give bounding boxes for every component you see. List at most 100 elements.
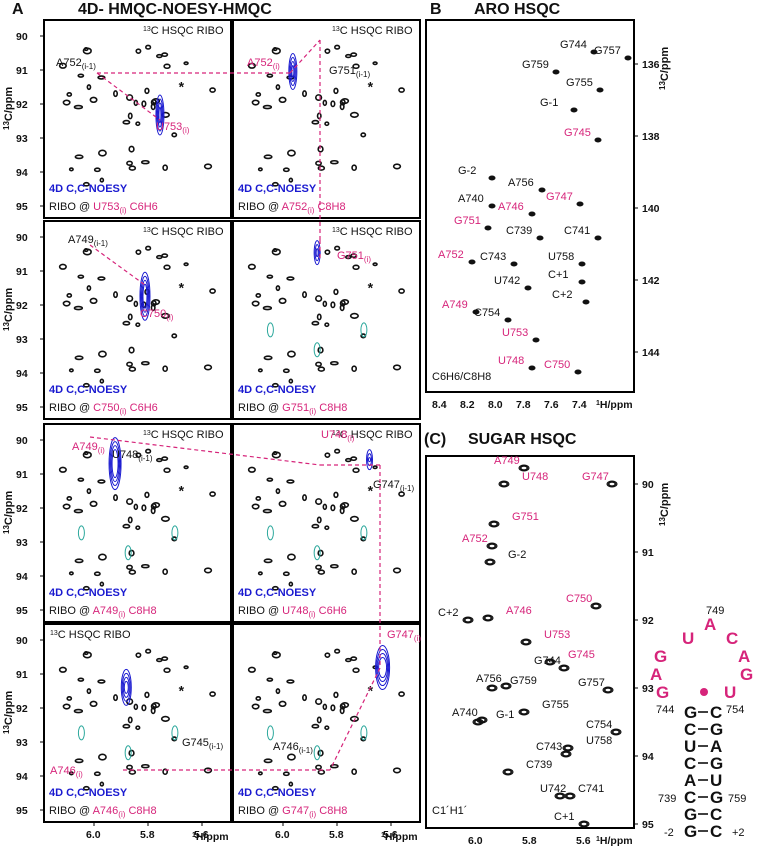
aro-peak-label: A756 <box>508 177 534 189</box>
aro-footer: C6H6/C8H8 <box>432 371 491 383</box>
hsqc-peak <box>93 167 101 173</box>
hsqc-peak <box>161 52 169 58</box>
aro-peak-label: G-2 <box>458 165 476 177</box>
hsqc-peak <box>286 149 296 157</box>
loop-base: A <box>704 615 716 634</box>
noise-peak <box>360 725 368 741</box>
aro-x-tick: 7.8 <box>516 399 531 411</box>
sugar-peak <box>592 603 600 609</box>
sugar-peak <box>464 617 472 623</box>
panel-frame <box>232 423 421 623</box>
hsqc-peak <box>257 368 263 373</box>
hsqc-peak <box>82 181 90 187</box>
sugar-peak-label: A740 <box>452 707 478 719</box>
hsqc-peak <box>272 47 278 52</box>
noesy-panel-7: * 13C HSQC RIBO A746(i) G745(i-1) 4D C,C-NOE… <box>43 623 232 823</box>
hsqc-peak <box>315 564 322 570</box>
h1-axis-label: 1H/ppm <box>381 831 418 843</box>
stem-left-base: U <box>684 737 696 756</box>
noesy-panel-5: * 13C HSQC RIBO A749(i) U748(i-1) 4D C,C-NOE… <box>43 423 232 623</box>
hsqc-peak <box>125 94 134 101</box>
aro-peak <box>484 225 492 231</box>
loop-base: A <box>738 647 750 666</box>
hsqc-peak <box>135 525 141 531</box>
hsqc-peak <box>162 164 169 172</box>
hsqc-peak <box>156 457 163 463</box>
panel-header: 13C HSQC RIBO <box>143 25 224 37</box>
aro-peak-label: U742 <box>494 275 520 287</box>
stem-left-base: C <box>684 720 696 739</box>
hsqc-peak <box>247 263 256 270</box>
sugar-peak <box>602 686 614 694</box>
hsqc-peak <box>99 378 105 384</box>
panel-header: 13C HSQC RIBO <box>332 226 413 238</box>
sugar-h1-label: 1H/ppm <box>596 835 633 847</box>
y-tick-label: 93 <box>16 737 28 749</box>
hsqc-peak <box>263 758 273 764</box>
star-marker: * <box>368 482 374 498</box>
hsqc-peak <box>128 165 137 171</box>
hsqc-peak <box>255 91 262 97</box>
hsqc-peak <box>183 665 189 670</box>
hsqc-peak <box>82 585 90 591</box>
aro-x-tick: 7.4 <box>572 399 587 411</box>
sugar-peak <box>561 751 571 757</box>
noise-peak <box>360 525 368 541</box>
hsqc-peak <box>93 571 101 577</box>
hsqc-peak <box>77 274 85 279</box>
hsqc-peak <box>314 698 323 705</box>
hsqc-peak <box>145 44 152 50</box>
sequential-walk-arrow <box>89 436 321 466</box>
hsqc-peak <box>351 768 358 776</box>
aro-y-tick-label: 140 <box>642 203 660 215</box>
hsqc-peak <box>275 285 281 292</box>
hsqc-peak <box>82 785 90 791</box>
sugar-peak <box>520 465 528 471</box>
hsqc-peak <box>255 495 262 501</box>
hsqc-peak <box>288 781 294 787</box>
sugar-peak <box>560 665 568 671</box>
sugar-peak-label: A756 <box>476 673 502 685</box>
x-tick-label: 6.0 <box>275 829 290 841</box>
stem-left-base: C <box>684 754 696 773</box>
aro-peak <box>624 55 632 61</box>
noise-peak <box>313 342 321 358</box>
hsqc-peak <box>339 103 345 111</box>
aro-x-tick: 8.0 <box>488 399 503 411</box>
sugar-peak <box>501 683 511 689</box>
aro-peak <box>528 365 536 371</box>
hsqc-peak <box>317 366 326 372</box>
aro-peak-label: C739 <box>506 225 532 237</box>
hsqc-peak <box>156 53 163 59</box>
hsqc-peak <box>314 94 323 101</box>
hsqc-peak <box>161 253 169 259</box>
hsqc-peak <box>351 164 358 172</box>
hsqc-peak <box>351 365 358 373</box>
hsqc-peak <box>68 368 74 373</box>
sugar-peak-label: U758 <box>586 735 612 747</box>
hsqc-peak <box>135 322 141 328</box>
noesy-panel-1: * 13C HSQC RIBO A752(i-1) U753(i) 4D C,C-NOE… <box>43 19 232 219</box>
hsqc-peak <box>97 350 107 358</box>
residue-label: U748(i) <box>321 429 355 443</box>
hsqc-peak <box>161 456 169 462</box>
aro-peak <box>488 175 496 181</box>
hsqc-peak <box>282 167 290 173</box>
hsqc-peak <box>209 87 216 93</box>
panel-header: 13C HSQC RIBO <box>143 226 224 238</box>
residue-label: G747(i) <box>387 629 421 643</box>
sugar-peak-label: C754 <box>586 719 612 731</box>
hsqc-peak <box>350 656 358 662</box>
sugar-peak <box>518 708 530 716</box>
hsqc-peak <box>128 569 137 575</box>
hsqc-peak <box>286 276 295 281</box>
hsqc-peak <box>257 771 263 776</box>
noise-peak <box>124 745 132 761</box>
hsqc-peak <box>330 100 336 108</box>
hsqc-peak <box>340 701 350 709</box>
hsqc-peak <box>251 503 260 510</box>
hsqc-peak <box>74 154 84 160</box>
aro-peak-label: C741 <box>564 225 590 237</box>
aro-y-tick-label: 138 <box>642 131 660 143</box>
